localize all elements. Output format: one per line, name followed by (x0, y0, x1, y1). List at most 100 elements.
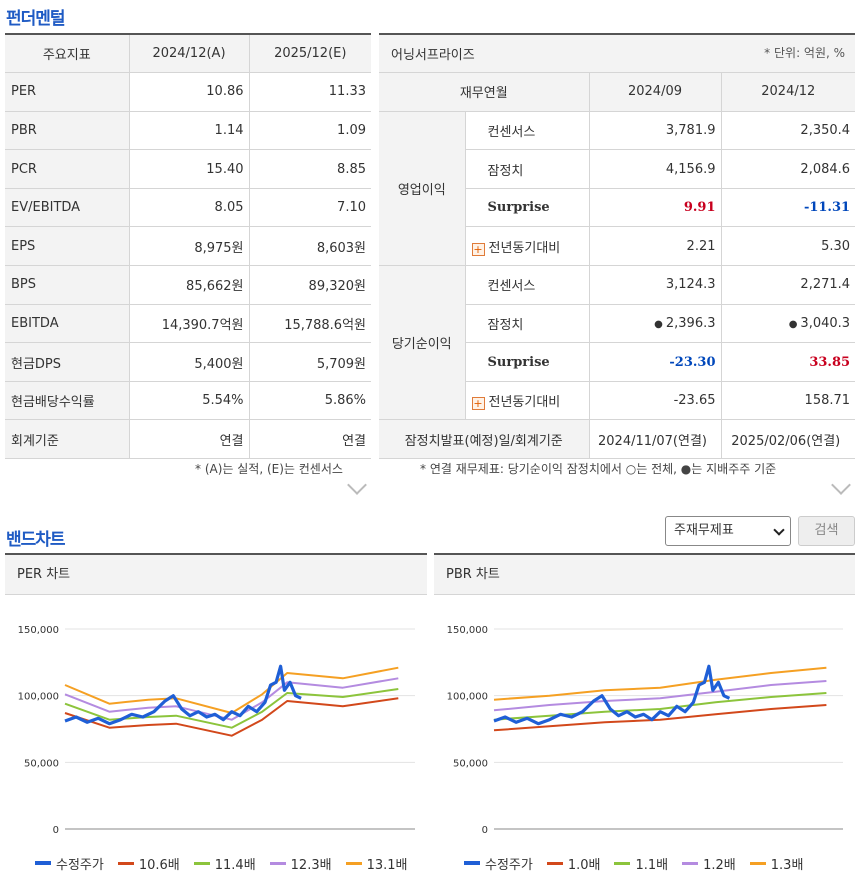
earn-row-label: Surprise (465, 188, 590, 228)
y-tick-label: 150,000 (18, 625, 59, 636)
earn-row-v2: ● 3,040.3 (720, 304, 856, 344)
fund-row-estimate: 8,603원 (248, 226, 371, 267)
fund-row-estimate: 7.10 (248, 188, 371, 228)
fund-row-label: 현금배당수익률 (5, 381, 129, 421)
earnings-caption: 어닝서프라이즈 (391, 48, 475, 64)
earn-row-label[interactable]: + 전년동기대비 (465, 226, 590, 267)
legend-item[interactable]: 수정주가 (35, 858, 104, 873)
fund-row-label: EPS (5, 226, 129, 267)
fund-row-actual: 8,975원 (128, 226, 249, 267)
earn-footer-v1: 2024/11/07(연결) (589, 419, 721, 460)
earn-footer-v2: 2025/02/06(연결) (720, 419, 856, 460)
fund-row-estimate: 15,788.6억원 (248, 304, 371, 344)
fund-row-actual: 5.54% (128, 381, 249, 421)
chevron-down-icon[interactable] (831, 475, 851, 495)
legend-item[interactable]: 12.3배 (269, 858, 332, 873)
table-row: EBITDA 14,390.7억원 15,788.6억원 (5, 304, 371, 344)
table-row: + 전년동기대비 2.21 5.30 (379, 226, 856, 267)
table-row: 영업이익 컨센서스 3,781.9 2,350.4 (379, 111, 856, 267)
fund-header-indicator: 주요지표 (5, 34, 129, 74)
legend-item[interactable]: 10.6배 (117, 858, 180, 873)
legend-item[interactable]: 1.2배 (682, 858, 736, 873)
earn-group-label: 당기순이익 (379, 265, 466, 421)
chevron-down-icon[interactable] (347, 475, 367, 495)
legend-label: 1.3배 (770, 858, 804, 873)
earn-row-label[interactable]: + 전년동기대비 (465, 381, 590, 421)
earn-row-label: 잠정치 (465, 304, 590, 344)
band-series-line (493, 704, 827, 732)
fund-row-label: 현금DPS (5, 342, 129, 382)
per-chart-title: PER 차트 (5, 555, 427, 595)
search-button[interactable]: 검색 (798, 516, 855, 546)
band-series-line (64, 697, 399, 737)
expand-plus-icon[interactable]: + (471, 242, 485, 256)
pbr-chart-title: PBR 차트 (434, 555, 855, 595)
earn-row-label: 잠정치 (465, 149, 590, 189)
y-tick-label: 0 (482, 825, 488, 836)
legend-item[interactable]: 수정주가 (464, 858, 533, 873)
legend-item[interactable]: 11.4배 (193, 858, 256, 873)
fund-row-actual: 10.86 (128, 72, 249, 112)
legend-label: 11.4배 (214, 858, 256, 873)
earn-row-v2: -11.31 (720, 188, 856, 228)
fund-row-estimate: 연결 (248, 419, 371, 460)
earn-row-v1: -23.30 (589, 342, 721, 382)
fund-row-estimate: 89,320원 (248, 265, 371, 305)
fund-row-estimate: 5.86% (248, 381, 371, 421)
legend-swatch (117, 862, 134, 865)
earn-footer-label: 잠정치발표(예정)일/회계기준 (379, 419, 590, 460)
earn-row-label: 컨센서스 (465, 265, 590, 305)
legend-swatch (546, 862, 563, 865)
band-series-line (493, 692, 827, 721)
fundamental-title: 펀더멘털 (6, 9, 66, 29)
fund-row-actual: 1.14 (128, 111, 249, 151)
fund-row-actual: 연결 (128, 419, 249, 460)
pbr-chart: PBR 차트 050,000100,000150,0002022/01/0120… (434, 553, 855, 877)
table-row: 회계기준 연결 연결 (5, 419, 371, 460)
earn-row-v1: 2.21 (589, 226, 721, 267)
earn-row-v1: 4,156.9 (589, 149, 721, 189)
earn-row-v1: -23.65 (589, 381, 721, 421)
table-row: Surprise 9.91 -11.31 (379, 188, 856, 228)
legend-item[interactable]: 13.1배 (345, 858, 408, 873)
band-series-line (493, 680, 827, 712)
legend-label: 12.3배 (290, 858, 332, 873)
y-tick-label: 50,000 (24, 758, 59, 769)
per-chart-plot: 050,000100,000150,0002022/01/012024/01/0… (18, 625, 415, 836)
table-row: 당기순이익 컨센서스 3,124.3 2,271.4 (379, 265, 856, 421)
table-row: 잠정치발표(예정)일/회계기준 2024/11/07(연결) 2025/02/06(… (379, 419, 856, 460)
fund-row-label: PBR (5, 111, 129, 151)
fundamental-table: 주요지표 2024/12(A) 2025/12(E) PER 10.86 11.33… (5, 33, 371, 460)
table-row: 잠정치 4,156.9 2,084.6 (379, 149, 856, 189)
earn-header-period: 재무연월 (379, 72, 589, 112)
legend-item[interactable]: 1.3배 (749, 858, 804, 873)
earn-row-v1: ● 2,396.3 (589, 304, 721, 344)
fund-row-label: PCR (5, 149, 129, 189)
pbr-chart-legend: 수정주가 1.0배 1.1배 1.2배 1.3배 (464, 854, 817, 873)
y-tick-label: 150,000 (447, 625, 488, 636)
controlling-dot-icon: ● (654, 318, 663, 330)
y-tick-label: 100,000 (447, 692, 488, 703)
legend-label: 1.1배 (635, 858, 669, 873)
band-title: 밴드차트 (6, 530, 66, 550)
fund-row-actual: 15.40 (128, 149, 249, 189)
controlling-dot-icon: ● (788, 318, 798, 330)
legend-item[interactable]: 1.1배 (614, 858, 668, 873)
fund-row-actual: 8.05 (128, 188, 249, 228)
earnings-unit: * 단위: 억원, % (764, 46, 846, 61)
legend-swatch (682, 862, 699, 865)
statement-select[interactable]: 주재무제표 (665, 516, 791, 546)
fundamental-note: * (A)는 실적, (E)는 컨센서스 (195, 462, 343, 476)
table-row: Surprise -23.30 33.85 (379, 342, 856, 382)
y-tick-label: 100,000 (18, 692, 59, 703)
fund-row-actual: 5,400원 (128, 342, 249, 382)
legend-label: 13.1배 (366, 858, 408, 873)
price-series-line (493, 664, 731, 726)
legend-swatch (193, 862, 210, 865)
legend-swatch (749, 862, 766, 865)
band-series-line (493, 666, 827, 701)
expand-plus-icon[interactable]: + (471, 397, 485, 411)
earn-row-v1: 3,124.3 (589, 265, 721, 305)
legend-item[interactable]: 1.0배 (546, 858, 600, 873)
legend-swatch (345, 862, 362, 865)
